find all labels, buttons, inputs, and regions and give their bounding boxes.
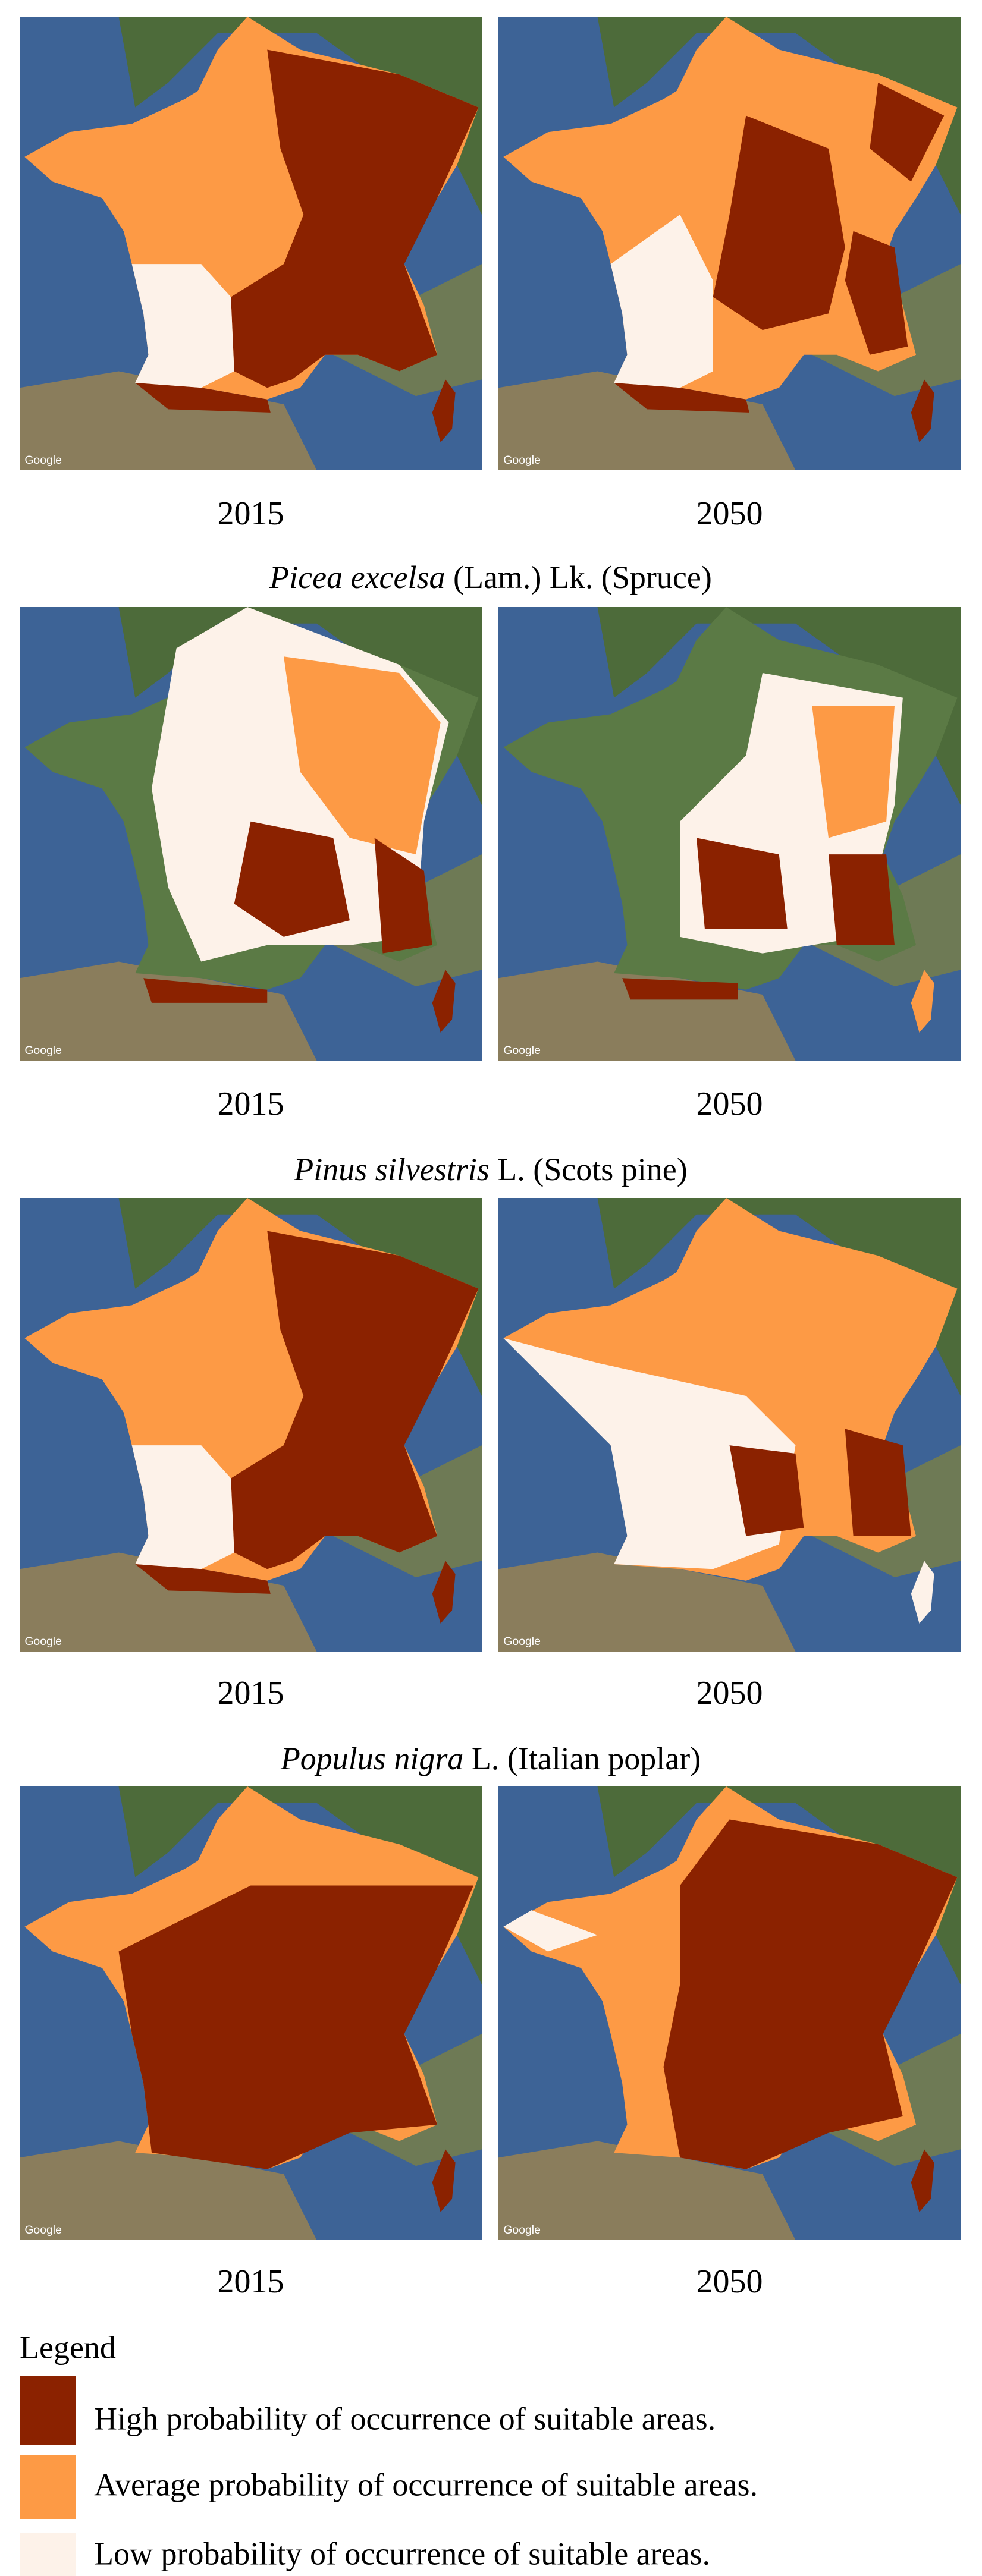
suitability-area xyxy=(812,706,895,838)
map-attribution: Google xyxy=(24,1044,62,1057)
legend-swatch xyxy=(20,2455,76,2519)
land xyxy=(597,17,961,215)
map: Google xyxy=(498,1786,961,2240)
suitability-area xyxy=(234,821,350,937)
corsica xyxy=(432,1561,456,1624)
suitability-area xyxy=(503,1338,796,1569)
map: Google xyxy=(20,607,482,1061)
panel-title: Populus nigra L. (Italian poplar) xyxy=(280,1741,701,1776)
panel: Picea excelsa (Lam.) Lk. (Spruce) Google 2… xyxy=(20,559,961,1122)
map-attribution: Google xyxy=(503,2223,541,2237)
suitability-area xyxy=(614,382,749,413)
map: Google xyxy=(20,1786,482,2240)
species-name: Picea excelsa xyxy=(269,559,445,595)
suitability-area xyxy=(663,1819,958,2169)
species-authority: (Lam.) Lk. (Spruce) xyxy=(445,559,711,595)
suitability-area xyxy=(143,978,268,1003)
land xyxy=(20,2141,317,2240)
map-attribution: Google xyxy=(24,1635,62,1648)
suitability-area xyxy=(231,49,479,388)
panel: Pinus silvestris L. (Scots pine) Google 20… xyxy=(20,1152,961,1712)
species-authority: L. (Italian poplar) xyxy=(463,1741,701,1776)
legend-label: Low probability of occurrence of suitabl… xyxy=(94,2536,710,2571)
suitability-area xyxy=(503,1910,598,1952)
suitability-area xyxy=(697,838,788,929)
land xyxy=(118,1786,482,1984)
land xyxy=(597,607,961,805)
corsica xyxy=(911,2149,934,2212)
suitability-area xyxy=(610,214,713,388)
legend-swatch xyxy=(20,2533,76,2576)
year-caption: 2050 xyxy=(697,1675,763,1712)
map-attribution: Google xyxy=(24,2223,62,2237)
year-caption: 2015 xyxy=(218,1086,284,1122)
corsica xyxy=(911,379,934,442)
panel-title: Pinus silvestris L. (Scots pine) xyxy=(293,1152,687,1187)
year-caption: 2050 xyxy=(697,1086,763,1122)
year-caption: 2015 xyxy=(218,1675,284,1712)
land xyxy=(118,17,482,215)
year-caption: 2050 xyxy=(697,495,763,532)
map: Google xyxy=(498,17,961,470)
species-name: Populus nigra xyxy=(280,1741,464,1776)
suitability-area xyxy=(131,264,234,388)
land xyxy=(20,961,317,1061)
map: Google xyxy=(498,1198,961,1652)
suitability-area xyxy=(135,1564,271,1594)
suitability-area xyxy=(804,1363,887,1429)
map: Google xyxy=(20,17,482,470)
land xyxy=(597,1786,961,1984)
suitability-area xyxy=(231,1231,479,1569)
corsica xyxy=(911,1561,934,1624)
land xyxy=(498,961,796,1061)
legend-title: Legend xyxy=(20,2329,116,2365)
species-name: Pinus silvestris xyxy=(293,1152,490,1187)
suitability-area xyxy=(713,115,845,331)
corsica xyxy=(432,2149,456,2212)
land xyxy=(597,1198,961,1396)
suitability-area xyxy=(135,382,271,413)
corsica xyxy=(432,970,456,1033)
land xyxy=(118,607,482,805)
suitability-area xyxy=(829,854,895,945)
year-caption: 2050 xyxy=(697,2263,763,2300)
suitability-area xyxy=(374,838,432,954)
map: Google xyxy=(20,1198,482,1652)
map-attribution: Google xyxy=(503,1044,541,1057)
map-attribution: Google xyxy=(24,454,62,467)
suitability-area xyxy=(118,1885,474,2169)
land xyxy=(118,1198,482,1396)
france xyxy=(503,17,958,400)
map-attribution: Google xyxy=(503,1635,541,1648)
corsica xyxy=(911,970,934,1033)
suitability-area xyxy=(729,1445,804,1536)
panel-title: Picea excelsa (Lam.) Lk. (Spruce) xyxy=(269,559,712,595)
suitability-area xyxy=(284,656,441,855)
panel: Google 2015 Google 2050 xyxy=(20,17,961,532)
suitability-area xyxy=(870,82,945,182)
legend-label: Average probability of occurrence of sui… xyxy=(94,2467,758,2502)
land xyxy=(498,1552,796,1652)
panel: Populus nigra L. (Italian poplar) Google 2… xyxy=(20,1741,961,2300)
map: Google xyxy=(498,607,961,1061)
corsica xyxy=(432,379,456,442)
legend: Legend High probability of occurrence of … xyxy=(20,2329,758,2576)
france xyxy=(503,1198,958,1581)
legend-swatch xyxy=(20,2376,76,2445)
suitability-area xyxy=(131,1445,234,1569)
map-attribution: Google xyxy=(503,454,541,467)
legend-label: High probability of occurrence of suitab… xyxy=(94,2401,716,2436)
year-caption: 2015 xyxy=(218,2263,284,2300)
land xyxy=(498,2141,796,2240)
suitability-area xyxy=(845,231,908,355)
suitability-area xyxy=(622,978,738,1000)
species-authority: L. (Scots pine) xyxy=(490,1152,688,1187)
suitability-area xyxy=(845,1429,911,1536)
year-caption: 2015 xyxy=(218,495,284,532)
